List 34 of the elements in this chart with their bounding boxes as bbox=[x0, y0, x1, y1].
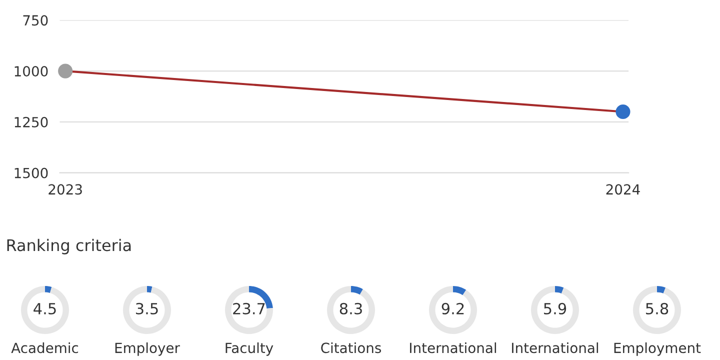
text: Faculty bbox=[226, 342, 274, 356]
text: International bbox=[410, 342, 496, 354]
donut-slice bbox=[21, 286, 69, 334]
y-tick-label: 1000 bbox=[14, 66, 48, 77]
donut-slice bbox=[147, 286, 152, 293]
x-tick-label: 2024 bbox=[606, 184, 640, 195]
text: Ranking criteria bbox=[7, 238, 131, 254]
donut-slice bbox=[351, 286, 363, 295]
data-label: 8.3 bbox=[340, 302, 362, 314]
data-label: 23.7 bbox=[233, 302, 265, 314]
donut-slice bbox=[225, 286, 273, 334]
donut-slice bbox=[555, 286, 564, 294]
data-label: 4.5 bbox=[34, 303, 56, 314]
donut-slice bbox=[657, 286, 666, 294]
data-label: 5.8 bbox=[646, 302, 668, 314]
y-tick-label: 750 bbox=[23, 15, 48, 26]
text: International bbox=[512, 342, 598, 354]
data-label: 3.5 bbox=[136, 302, 158, 314]
text: Academic bbox=[11, 342, 78, 354]
donut-slice bbox=[327, 286, 375, 334]
text: Citations bbox=[321, 342, 381, 354]
y-tick-label: 1250 bbox=[14, 116, 48, 128]
donut-slice bbox=[123, 286, 171, 334]
text: Employment bbox=[614, 342, 701, 356]
y-tick-label: 1500 bbox=[14, 168, 48, 178]
x-tick-label: 2023 bbox=[48, 184, 82, 195]
data-label: 9.2 bbox=[442, 302, 464, 314]
text: Employer bbox=[115, 342, 180, 356]
donut-slice bbox=[45, 286, 52, 293]
donut-slice bbox=[429, 286, 477, 334]
data-label: 5.9 bbox=[544, 302, 566, 314]
donut-slice bbox=[531, 286, 579, 334]
donut-slice bbox=[633, 286, 681, 334]
donut-slice bbox=[453, 286, 466, 296]
